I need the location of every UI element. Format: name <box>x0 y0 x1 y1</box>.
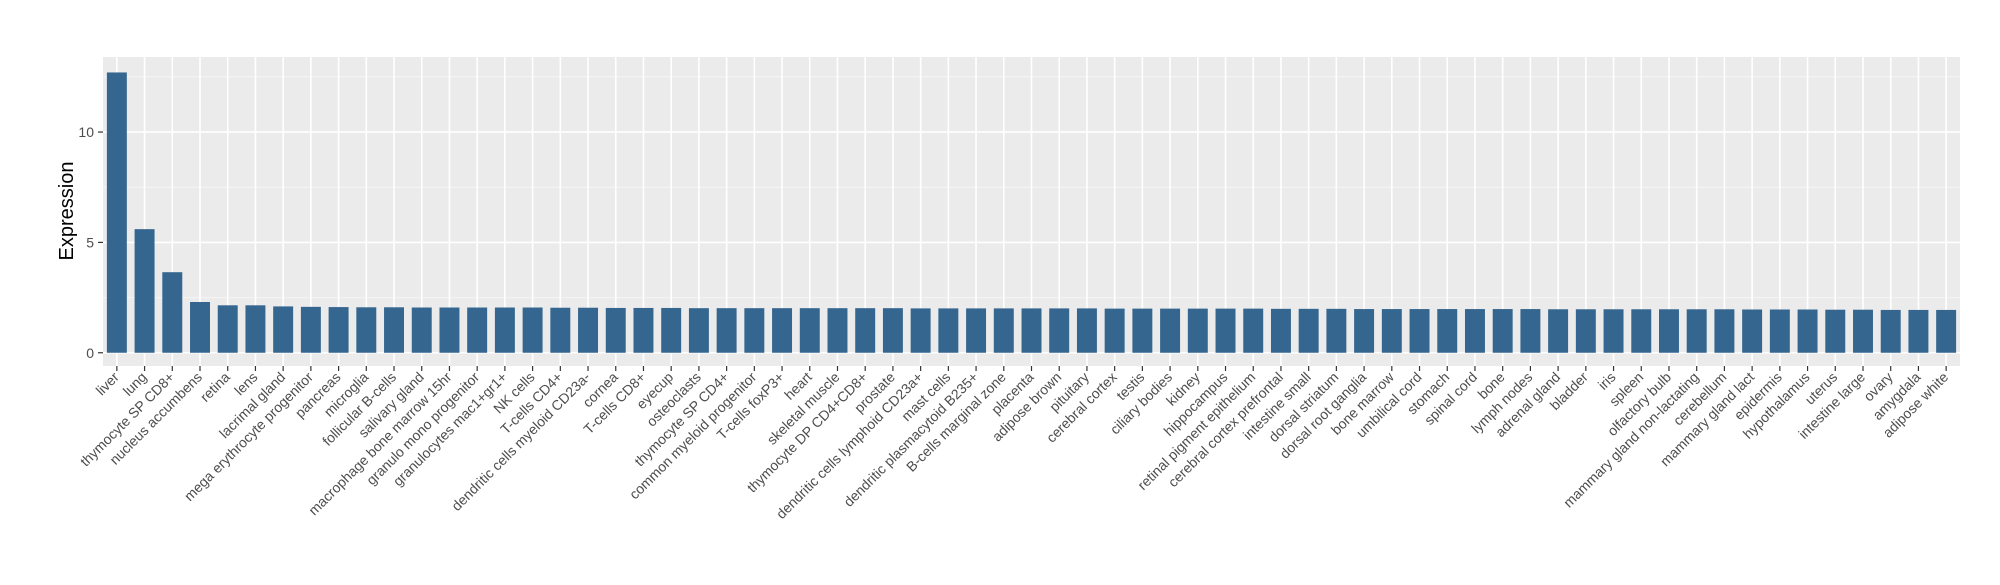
bar <box>1160 308 1181 353</box>
bar <box>1825 309 1846 353</box>
bar <box>799 308 820 353</box>
bar <box>1049 308 1070 353</box>
bar <box>1215 308 1236 353</box>
bar <box>1437 309 1458 353</box>
bar <box>494 307 515 353</box>
bar <box>245 305 266 353</box>
bar <box>134 229 155 353</box>
bar <box>744 308 765 353</box>
bar <box>1076 308 1097 353</box>
bar <box>1298 308 1319 353</box>
bar <box>356 307 377 353</box>
bar <box>1908 309 1929 353</box>
bar <box>1658 309 1679 353</box>
bar <box>578 307 599 353</box>
bar <box>384 307 405 353</box>
bar <box>439 307 460 353</box>
bar <box>1575 309 1596 353</box>
bar <box>1936 309 1957 353</box>
bar <box>938 308 959 353</box>
bar <box>855 308 876 353</box>
bar <box>1880 309 1901 353</box>
bar <box>910 308 931 353</box>
bar <box>467 307 488 353</box>
bar <box>827 308 848 353</box>
bar <box>1021 308 1042 353</box>
bar <box>661 307 682 353</box>
bar <box>411 307 432 353</box>
bars <box>106 72 1957 353</box>
bar <box>1520 309 1541 353</box>
bar <box>993 308 1014 353</box>
y-tick-label: 0 <box>86 345 94 361</box>
y-axis-title: Expression <box>56 162 78 261</box>
bar <box>1769 309 1790 353</box>
bar <box>1354 309 1375 353</box>
bar <box>772 308 793 353</box>
bar <box>1243 308 1264 353</box>
y-axis: 0 5 10 <box>78 124 103 361</box>
bar <box>162 272 183 353</box>
bar <box>1548 309 1569 353</box>
bar <box>1104 308 1125 353</box>
bar <box>550 307 571 353</box>
bar <box>1603 309 1624 353</box>
bar <box>633 307 654 353</box>
bar <box>1132 308 1153 353</box>
bar <box>605 307 626 353</box>
bar <box>217 305 238 353</box>
bar <box>1187 308 1208 353</box>
bar <box>882 308 903 353</box>
bar <box>1409 309 1430 353</box>
bar <box>190 301 210 353</box>
bar <box>1742 309 1763 353</box>
bar <box>1797 309 1818 353</box>
x-tick-label: retina <box>197 369 233 405</box>
bar <box>106 72 127 353</box>
bar <box>1631 309 1652 353</box>
bar <box>1326 308 1347 353</box>
bar <box>966 308 987 353</box>
bar <box>273 306 294 353</box>
bar <box>1686 309 1707 353</box>
bar <box>716 308 737 353</box>
bar <box>1381 309 1402 353</box>
y-tick-label: 5 <box>86 234 94 250</box>
bar <box>522 307 543 353</box>
bar <box>328 307 349 353</box>
bar <box>1853 309 1873 353</box>
bar <box>1464 309 1485 353</box>
x-tick-label: liver <box>93 369 123 399</box>
bar <box>688 308 709 353</box>
bar <box>1270 308 1291 353</box>
bar <box>300 306 321 353</box>
y-tick-label: 10 <box>78 124 94 140</box>
bar <box>1492 309 1513 353</box>
bar <box>1714 309 1735 353</box>
